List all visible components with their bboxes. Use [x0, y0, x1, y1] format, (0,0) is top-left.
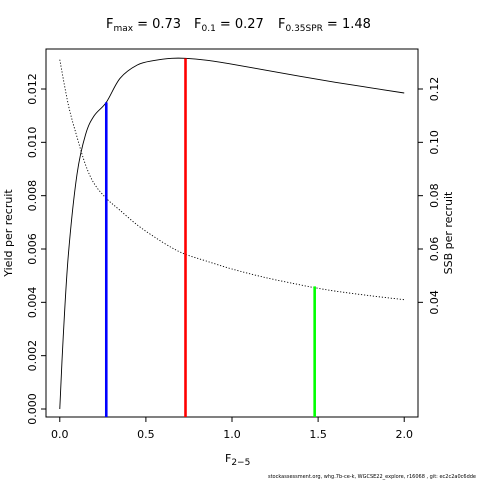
x-tick-label: 0.0	[51, 428, 69, 441]
x-axis-title: F2−5	[225, 452, 250, 468]
series-layer	[59, 57, 405, 410]
x-axis: 0.0 0.5 1.0 1.5 2.0	[51, 417, 413, 441]
y-axis-right: 0.04 0.06 0.08 0.10 0.12	[418, 77, 441, 315]
title-fspr-value: = 1.48	[327, 17, 371, 32]
y-right-tick-label: 0.08	[428, 183, 441, 208]
title-fmax-value: = 0.73	[137, 17, 181, 32]
x-axis-title-main: F	[225, 452, 231, 465]
title-fspr-label: F	[278, 17, 285, 32]
x-tick-label: 1.0	[223, 428, 241, 441]
title-fmax-sub: max	[113, 24, 133, 34]
y-right-tick-label: 0.10	[428, 130, 441, 155]
footer-text: stockassessment.org, whg.7b-ce-k, WGCSE2…	[268, 474, 476, 480]
plot-frame	[45, 48, 419, 418]
y-left-tick-label: 0.004	[26, 287, 39, 319]
y-left-tick-label: 0.000	[26, 393, 39, 425]
y-right-tick-label: 0.06	[428, 237, 441, 262]
title-fspr-sub: 0.35SPR	[285, 24, 322, 34]
y-axis-right-title: SSB per recruit	[442, 191, 455, 274]
title-fmax-label: F	[106, 17, 113, 32]
y-left-tick-label: 0.010	[26, 127, 39, 159]
y-left-tick-label: 0.008	[26, 180, 39, 212]
title-f01-value: = 0.27	[220, 17, 264, 32]
y-right-tick-label: 0.12	[428, 77, 441, 102]
title-f01-sub: 0.1	[201, 24, 215, 34]
y-axis-left: 0.000 0.002 0.004 0.006 0.008 0.010 0.012	[26, 73, 46, 425]
title-f01-label: F	[194, 17, 201, 32]
y-left-tick-label: 0.006	[26, 233, 39, 265]
yield-per-recruit-line	[59, 57, 405, 410]
y-left-tick-label: 0.002	[26, 340, 39, 372]
reference-lines	[104, 58, 316, 417]
chart-title: Fmax = 0.73 F0.1 = 0.27 F0.35SPR = 1.48	[106, 17, 371, 34]
x-tick-label: 2.0	[395, 428, 413, 441]
x-tick-label: 0.5	[137, 428, 155, 441]
ssb-per-recruit-line	[59, 59, 405, 301]
y-left-tick-label: 0.012	[26, 73, 39, 105]
x-tick-label: 1.5	[309, 428, 327, 441]
x-axis-title-sub: 2−5	[231, 458, 250, 468]
y-axis-left-title: Yield per recruit	[2, 189, 15, 278]
y-right-tick-label: 0.04	[428, 290, 441, 315]
